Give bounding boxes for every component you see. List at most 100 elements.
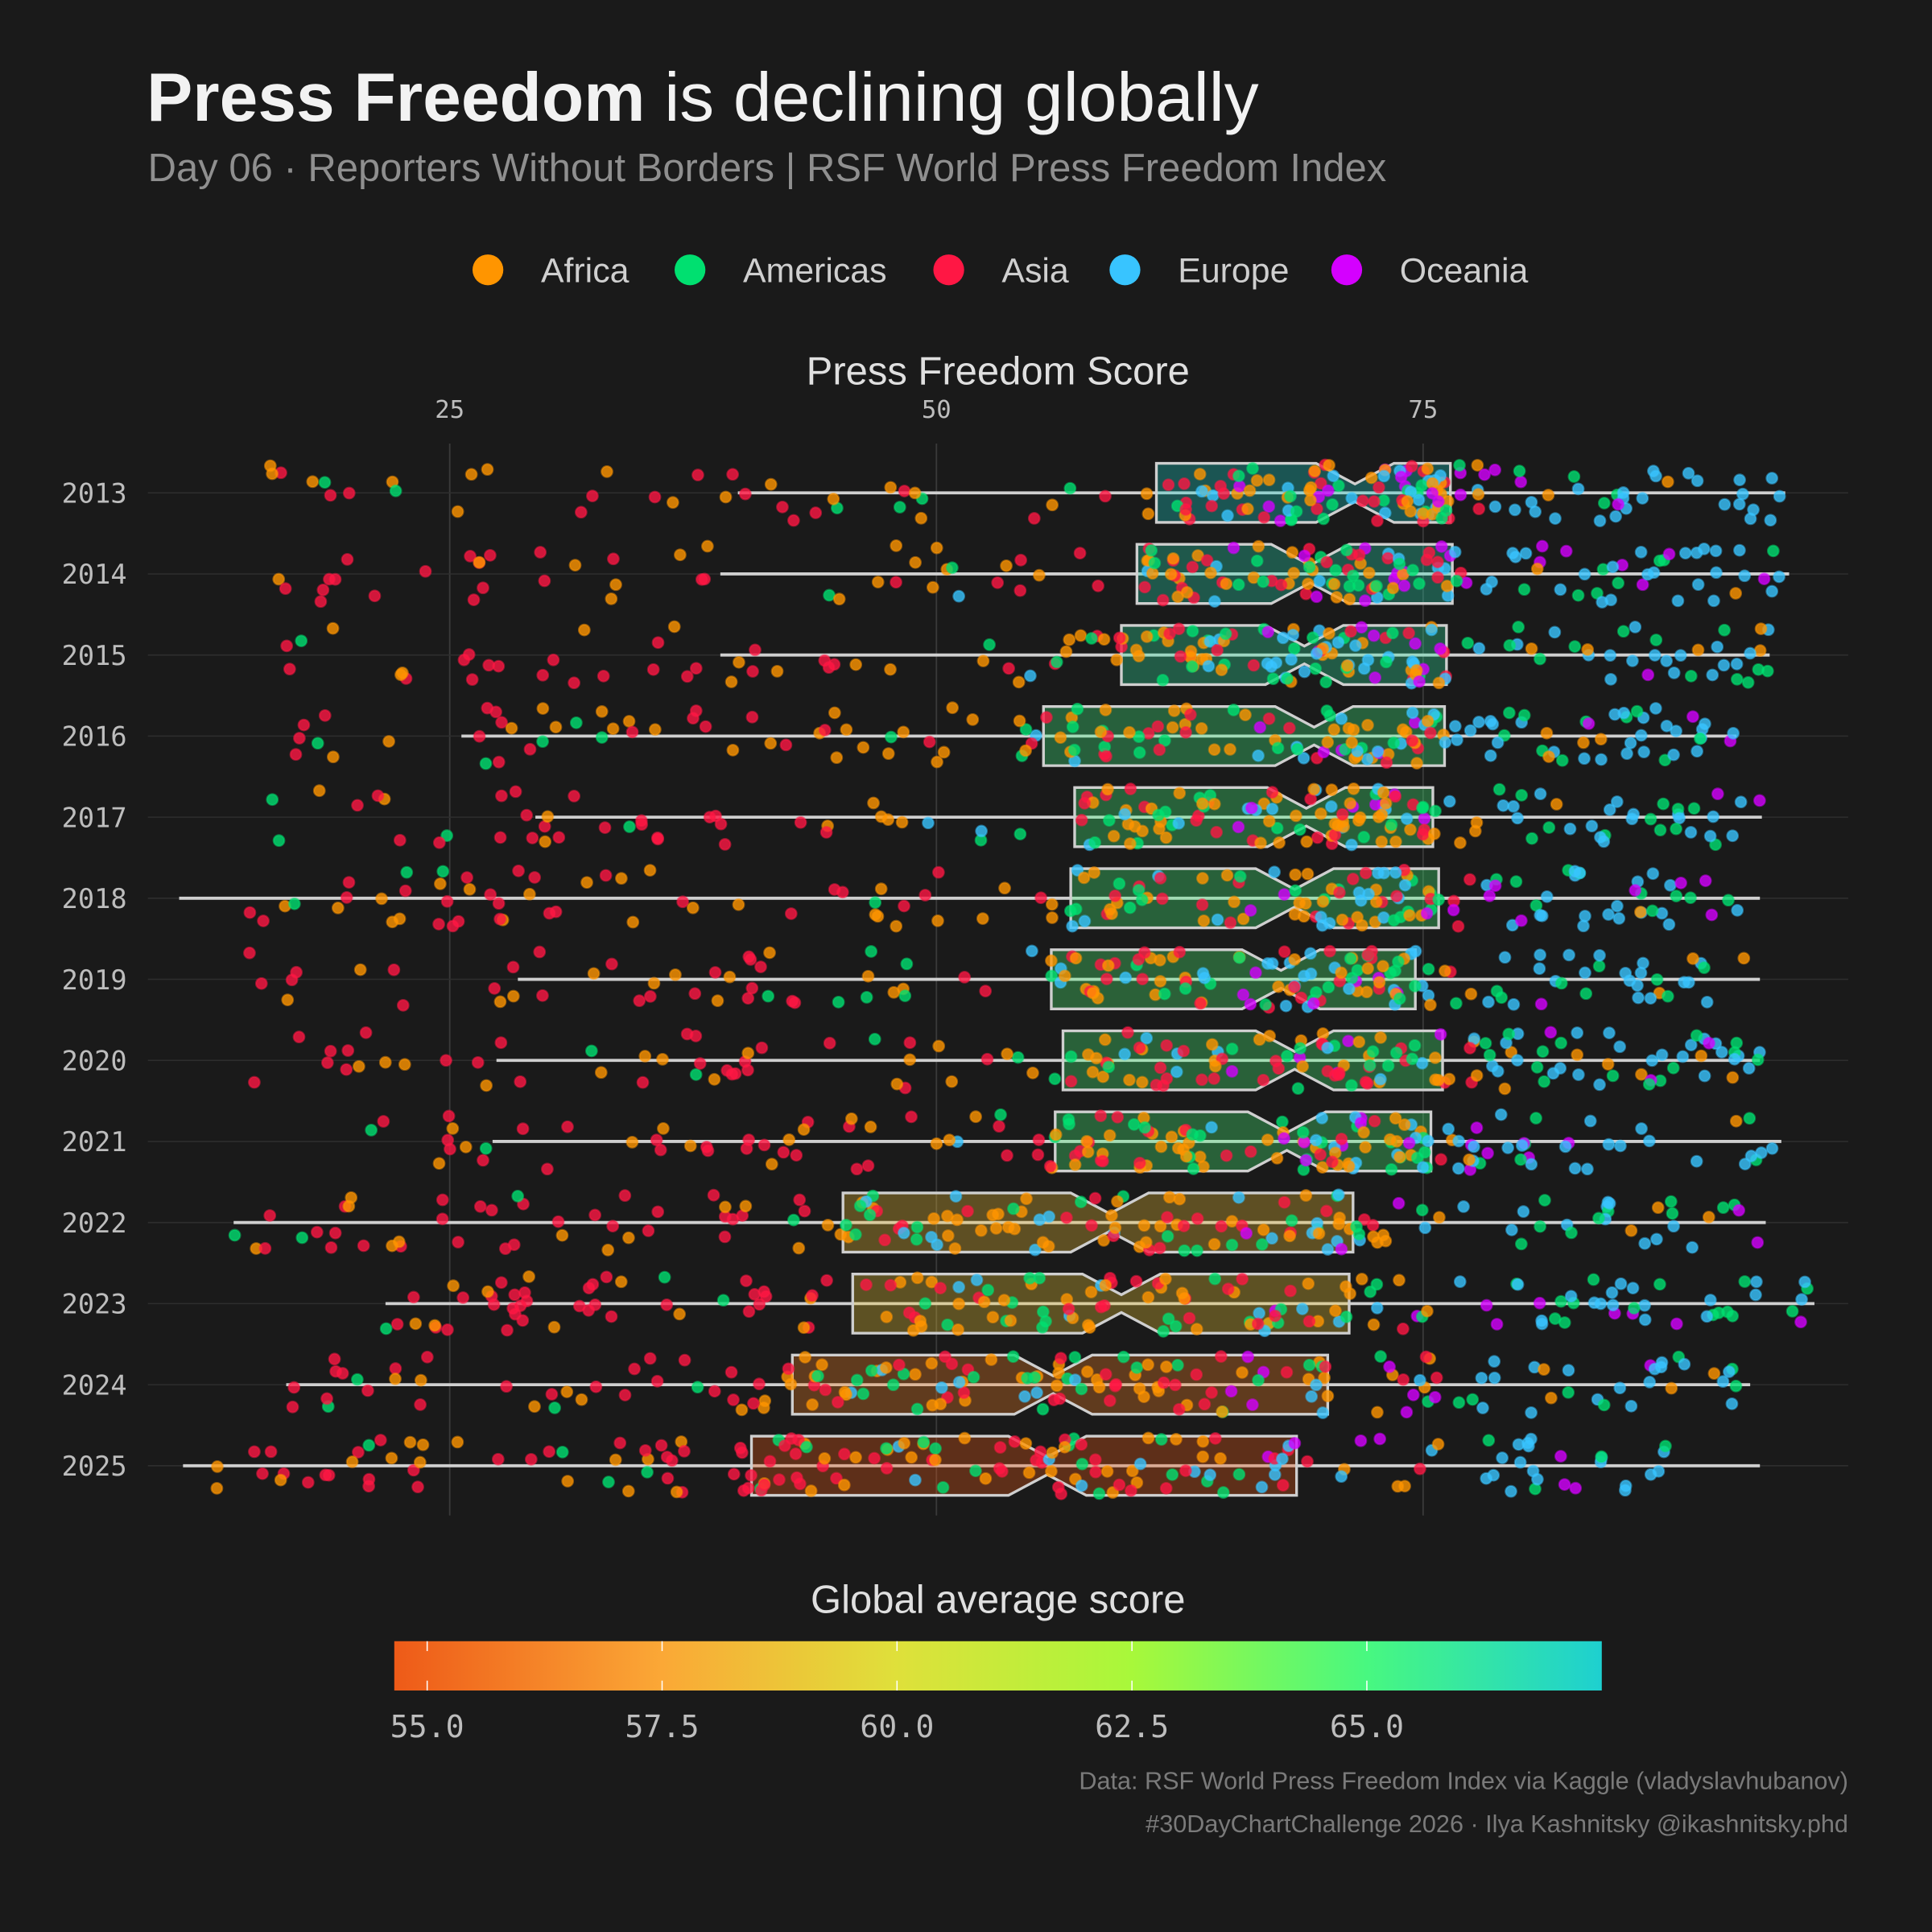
point-asia [543,906,556,920]
point-europe [1703,1294,1717,1307]
point-oceania [1241,1350,1255,1364]
point-asia [357,1239,370,1253]
point-americas [1021,1372,1034,1385]
point-asia [776,500,789,514]
point-africa [832,592,846,606]
point-africa [1193,1150,1207,1163]
point-americas [865,1364,878,1377]
point-africa [306,475,320,489]
colorbar-ticks: 55.0 57.5 60.0 62.5 65.0 [390,1641,1404,1745]
point-asia [650,1374,664,1388]
point-europe [1512,1438,1525,1451]
point-asia [1183,1311,1196,1325]
point-europe [1581,1162,1594,1176]
point-asia [1420,553,1434,567]
point-asia [1390,890,1403,903]
point-oceania [1244,904,1257,917]
point-asia [328,1352,341,1366]
point-oceania [1670,1317,1683,1331]
point-europe [1611,899,1624,913]
point-asia [477,581,489,595]
point-americas [1225,1238,1239,1252]
point-africa [1069,952,1083,965]
point-americas [1145,543,1158,557]
point-americas [1562,1385,1575,1399]
point-americas [1357,831,1371,844]
point-americas [1729,1379,1743,1393]
point-europe [1377,469,1391,483]
point-americas [1232,469,1245,483]
point-africa [1454,836,1467,849]
point-europe [1472,642,1486,655]
point-asia [441,1323,454,1336]
point-asia [586,489,599,502]
point-africa [459,1140,473,1154]
point-americas [1530,1112,1542,1125]
point-americas [1370,1278,1384,1291]
point-europe [1202,659,1216,673]
point-europe [1498,951,1512,964]
point-africa [840,723,853,737]
point-asia [651,831,664,844]
point-asia [1357,1213,1371,1226]
point-africa [1594,733,1608,746]
point-americas [865,945,878,958]
point-asia [407,1463,420,1477]
point-europe [1646,867,1660,881]
point-africa [1253,1033,1266,1046]
point-asia [605,957,618,971]
point-asia [806,1289,819,1302]
y-tick-label-2025: 2025 [62,1451,127,1482]
point-europe [1626,1282,1640,1294]
point-europe [1486,717,1500,731]
point-europe [1205,1121,1218,1134]
point-europe [1265,660,1278,673]
point-europe [1673,811,1686,825]
point-africa [908,486,922,500]
point-asia [643,1352,657,1365]
point-africa [1373,976,1386,989]
point-asia [467,593,481,606]
point-asia [1221,1282,1235,1296]
point-africa [1208,743,1221,757]
point-asia [923,735,936,749]
point-asia [456,1291,470,1304]
point-americas [1296,1125,1310,1139]
point-africa [1054,731,1067,745]
point-asia [506,960,520,974]
point-europe [1716,1375,1730,1389]
point-asia [1177,1044,1191,1058]
point-africa [1707,1367,1721,1381]
point-europe [1593,1078,1606,1092]
point-asia [708,966,722,979]
point-asia [753,1298,766,1311]
point-americas [994,1108,1007,1121]
point-europe [1579,910,1591,923]
point-americas [900,957,914,971]
point-africa [1137,1219,1151,1232]
point-africa [1236,912,1250,926]
point-africa [1470,815,1484,829]
point-oceania [1629,884,1642,897]
point-europe [1342,982,1356,996]
point-americas [1148,556,1162,570]
point-oceania [1299,1154,1313,1167]
point-europe [1327,469,1340,483]
point-europe [1208,595,1221,608]
point-oceania [1751,1236,1765,1249]
point-asia [820,1274,833,1287]
point-africa [1695,1049,1708,1063]
point-africa [674,548,687,562]
point-africa [849,1451,862,1464]
point-europe [1738,569,1752,583]
point-africa [1154,975,1167,988]
point-africa [1204,566,1217,580]
y-tick-label-2024: 2024 [62,1369,127,1401]
point-africa [1214,1451,1227,1465]
point-asia [1113,1478,1126,1492]
point-americas [1127,1117,1141,1131]
point-americas [1513,464,1526,478]
point-asia [636,1075,650,1089]
point-americas [1064,1050,1078,1063]
